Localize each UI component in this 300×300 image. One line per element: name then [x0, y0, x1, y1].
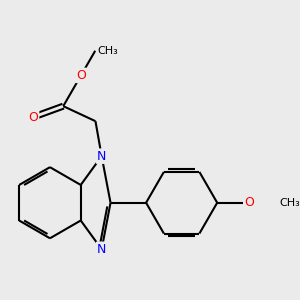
Text: CH₃: CH₃ — [279, 198, 300, 208]
Text: O: O — [28, 111, 38, 124]
Text: CH₃: CH₃ — [97, 46, 118, 56]
Text: N: N — [97, 243, 106, 256]
Text: O: O — [76, 69, 86, 82]
Text: O: O — [244, 196, 254, 209]
Text: N: N — [97, 150, 106, 163]
